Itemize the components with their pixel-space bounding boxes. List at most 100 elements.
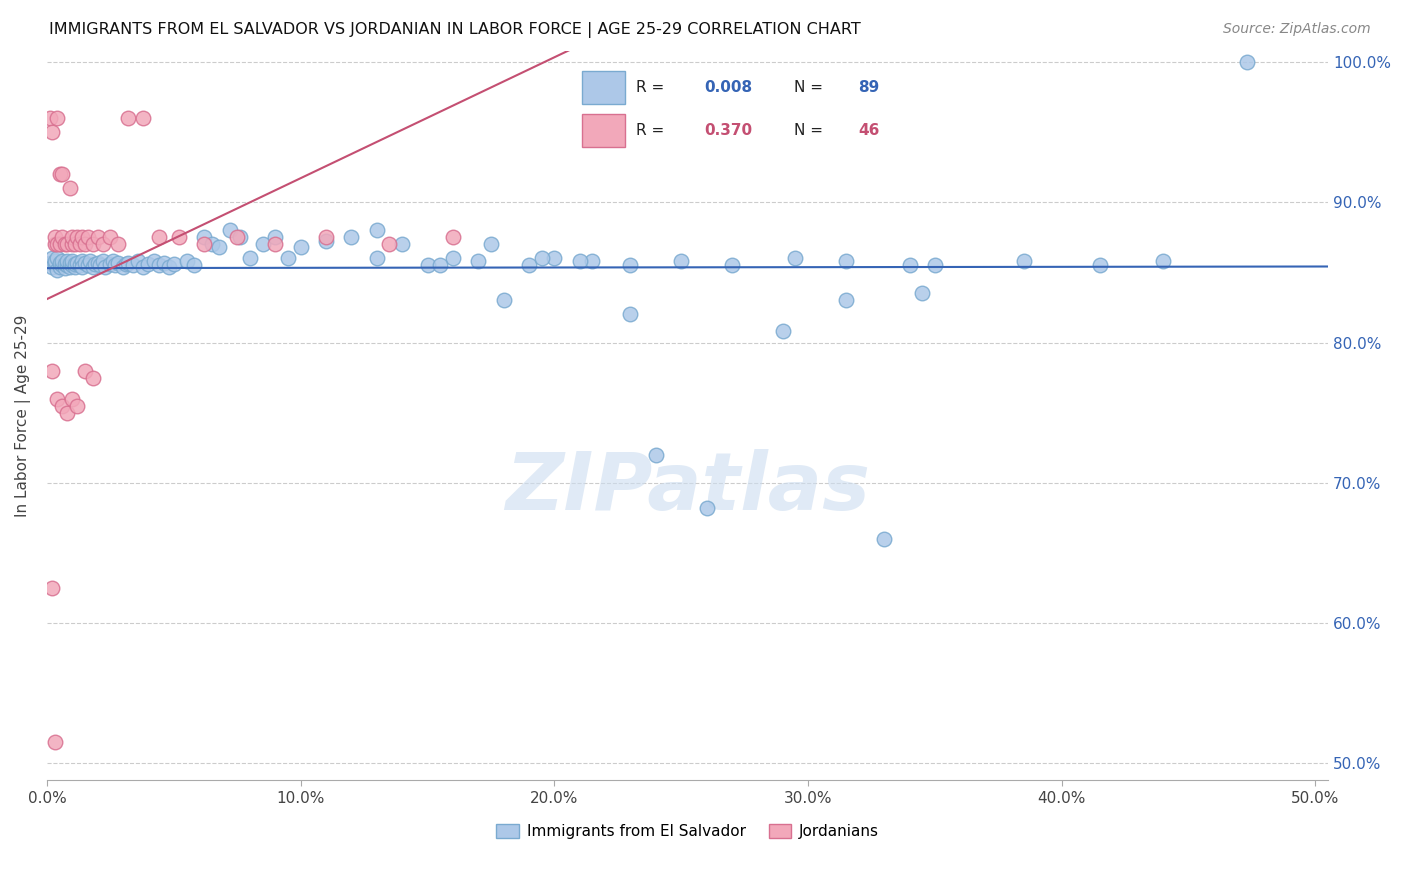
- Point: [1152, 254, 1174, 268]
- Point: [72, 254, 94, 268]
- Point: [63, 237, 86, 252]
- Point: [340, 230, 363, 244]
- Point: [441, 252, 464, 266]
- Point: [1012, 254, 1035, 268]
- Point: [51, 167, 73, 181]
- Point: [152, 255, 174, 269]
- Point: [835, 293, 858, 308]
- Point: [229, 230, 252, 244]
- Point: [46, 392, 69, 406]
- Point: [167, 230, 190, 244]
- Point: [239, 252, 262, 266]
- Point: [127, 254, 149, 268]
- Point: [366, 223, 388, 237]
- Point: [183, 258, 205, 272]
- Point: [53, 257, 76, 271]
- Point: [53, 261, 76, 276]
- Point: [72, 260, 94, 274]
- Point: [56, 406, 79, 420]
- Point: [51, 399, 73, 413]
- Point: [69, 258, 91, 272]
- Point: [63, 257, 86, 271]
- Point: [86, 230, 108, 244]
- Point: [835, 254, 858, 268]
- Point: [277, 252, 299, 266]
- Point: [1088, 258, 1111, 272]
- Point: [157, 260, 180, 274]
- Point: [100, 257, 122, 271]
- Point: [619, 308, 641, 322]
- Point: [218, 223, 240, 237]
- Point: [772, 324, 794, 338]
- Point: [41, 125, 63, 139]
- Point: [114, 257, 136, 271]
- Point: [226, 230, 249, 244]
- Point: [41, 260, 63, 274]
- Point: [671, 254, 693, 268]
- Y-axis label: In Labor Force | Age 25-29: In Labor Force | Age 25-29: [15, 314, 31, 516]
- Point: [898, 258, 921, 272]
- Text: IMMIGRANTS FROM EL SALVADOR VS JORDANIAN IN LABOR FORCE | AGE 25-29 CORRELATION : IMMIGRANTS FROM EL SALVADOR VS JORDANIAN…: [49, 22, 860, 38]
- Point: [132, 260, 155, 274]
- Point: [60, 230, 83, 244]
- Point: [366, 252, 388, 266]
- Point: [112, 260, 135, 274]
- Point: [60, 392, 83, 406]
- Point: [60, 254, 83, 268]
- Point: [51, 230, 73, 244]
- Point: [315, 235, 337, 249]
- Point: [104, 258, 127, 272]
- Point: [41, 252, 63, 266]
- Point: [41, 581, 63, 595]
- Point: [44, 257, 66, 271]
- Point: [82, 370, 104, 384]
- Point: [91, 254, 114, 268]
- Point: [193, 230, 215, 244]
- Point: [785, 252, 807, 266]
- Point: [48, 167, 70, 181]
- Point: [107, 237, 129, 252]
- Point: [38, 255, 60, 269]
- Point: [142, 254, 165, 268]
- Point: [138, 257, 160, 271]
- Point: [79, 254, 101, 268]
- Point: [51, 258, 73, 272]
- Point: [53, 237, 76, 252]
- Point: [176, 254, 198, 268]
- Point: [72, 230, 94, 244]
- Point: [46, 252, 69, 266]
- Point: [91, 237, 114, 252]
- Point: [94, 260, 117, 274]
- Point: [201, 237, 224, 252]
- Point: [101, 254, 124, 268]
- Point: [696, 501, 718, 516]
- Point: [479, 237, 502, 252]
- Point: [911, 286, 934, 301]
- Point: [148, 230, 170, 244]
- Point: [132, 111, 155, 125]
- Point: [56, 254, 79, 268]
- Point: [56, 237, 79, 252]
- Point: [107, 255, 129, 269]
- Point: [644, 448, 666, 462]
- Point: [82, 237, 104, 252]
- Point: [76, 230, 98, 244]
- Point: [73, 363, 96, 377]
- Point: [66, 230, 89, 244]
- Point: [48, 237, 70, 252]
- Text: Source: ZipAtlas.com: Source: ZipAtlas.com: [1223, 22, 1371, 37]
- Point: [290, 240, 312, 254]
- Point: [378, 237, 401, 252]
- Point: [38, 111, 60, 125]
- Point: [59, 255, 82, 269]
- Text: ZIPatlas: ZIPatlas: [505, 450, 870, 527]
- Point: [69, 237, 91, 252]
- Point: [924, 258, 946, 272]
- Point: [66, 399, 89, 413]
- Point: [391, 237, 413, 252]
- Point: [46, 262, 69, 277]
- Point: [48, 255, 70, 269]
- Point: [48, 260, 70, 274]
- Point: [46, 111, 69, 125]
- Point: [73, 255, 96, 269]
